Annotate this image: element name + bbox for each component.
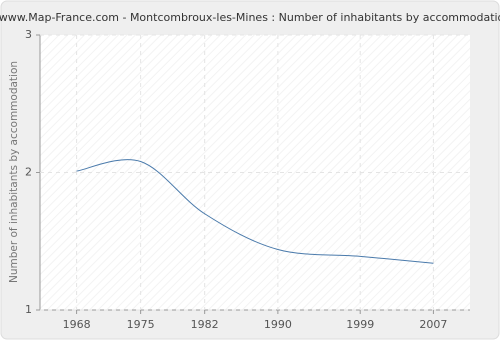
x-tick-label: 2007	[419, 318, 447, 331]
x-tick-label: 1999	[346, 318, 374, 331]
plot-area	[40, 35, 470, 310]
y-tick-label: 3	[25, 28, 32, 41]
y-tick-label: 2	[25, 166, 32, 179]
x-tick-label: 1968	[63, 318, 91, 331]
data-line	[76, 159, 434, 264]
x-tick-label: 1982	[191, 318, 219, 331]
x-tick-label: 1990	[264, 318, 292, 331]
chart-title: www.Map-France.com - Montcombroux-les-Mi…	[0, 11, 500, 24]
y-tick-label: 1	[25, 303, 32, 316]
y-axis-label: Number of inhabitants by accommodation	[8, 61, 20, 283]
x-tick-label: 1975	[127, 318, 155, 331]
